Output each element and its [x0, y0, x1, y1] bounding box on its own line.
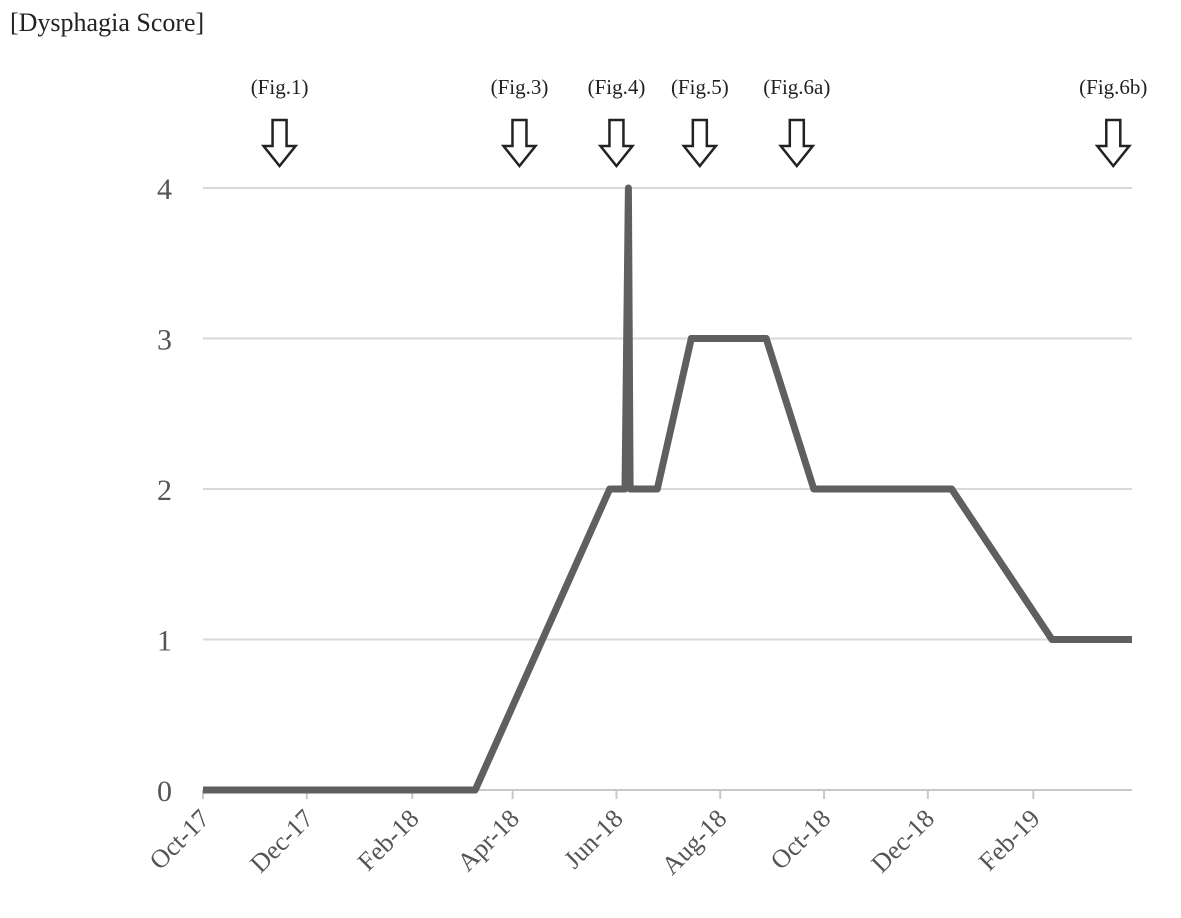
y-tick-label: 0: [157, 775, 172, 808]
grid-layer: [203, 187, 1132, 791]
down-arrow-icon: [500, 118, 539, 169]
down-arrow-icon: [1094, 118, 1132, 169]
x-tick-label: Jun-18: [558, 804, 629, 875]
annotation-label: (Fig.3): [491, 75, 549, 99]
x-tick-label: Aug-18: [656, 804, 733, 881]
x-tick-label: Dec-17: [244, 804, 319, 879]
y-tick-label: 2: [157, 474, 172, 507]
x-tick-label: Oct-17: [144, 804, 216, 876]
annotation-label: (Fig.6a): [763, 75, 830, 99]
line-layer: [203, 184, 1132, 794]
annotation-label: (Fig.4): [588, 75, 646, 99]
y-tick-label: 3: [157, 324, 172, 357]
down-arrow-icon: [597, 118, 636, 169]
annotation-label: (Fig.1): [251, 75, 309, 99]
down-arrow-icon: [260, 118, 299, 169]
x-tick-label: Oct-18: [765, 804, 837, 876]
annotation-label: (Fig.5): [671, 75, 729, 99]
down-arrow-icon: [778, 118, 816, 169]
x-tick-label: Dec-18: [865, 804, 940, 879]
y-tick-label: 1: [157, 625, 172, 658]
y-tick-label: 4: [157, 173, 172, 206]
chart-title: [Dysphagia Score]: [10, 8, 205, 37]
down-arrow-icon: [681, 118, 719, 169]
x-tick-label: Apr-18: [452, 804, 525, 877]
annotation-layer: (Fig.1) (Fig.3) (Fig.4) (Fig.5) (Fig.6a) (Fig…: [251, 75, 1147, 169]
annotation-label: (Fig.6b): [1079, 75, 1147, 99]
x-tick-label: Feb-18: [352, 804, 425, 877]
dysphagia-score-line: [203, 184, 1132, 794]
x-tick-label: Feb-19: [973, 804, 1046, 877]
